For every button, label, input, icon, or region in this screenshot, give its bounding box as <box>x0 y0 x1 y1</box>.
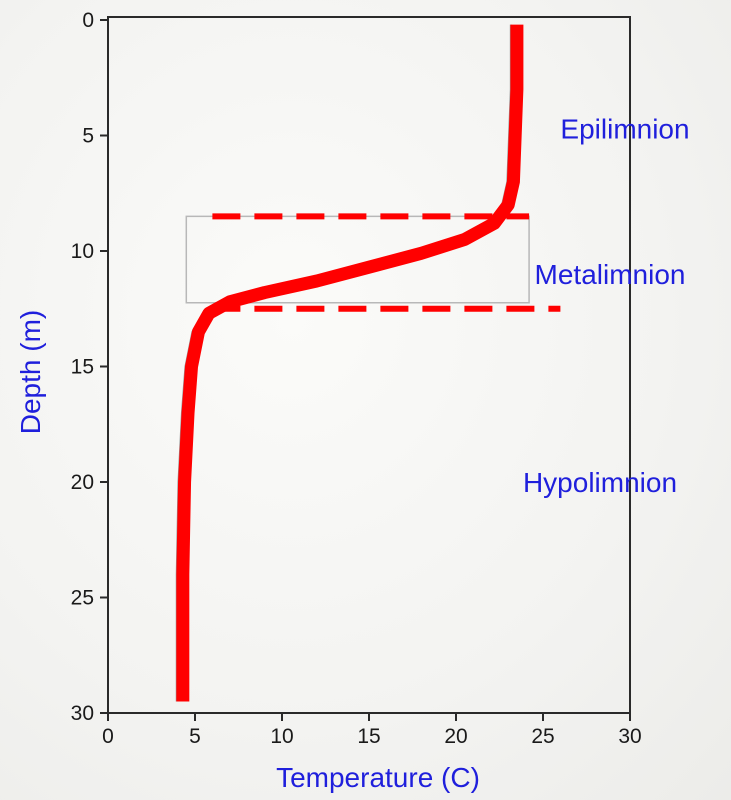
temperature-profile-series-0 <box>176 24 524 702</box>
x-tick-label-20: 20 <box>444 725 467 748</box>
y-tick-label-25: 25 <box>71 587 94 610</box>
guide-layer <box>175 24 530 702</box>
label-layer: Epilimnion Metalimnion Hypolimnion <box>523 114 690 498</box>
x-tick-label-0: 0 <box>102 725 114 748</box>
x-tick-label-25: 25 <box>531 725 554 748</box>
y-tick-label-20: 20 <box>71 471 94 494</box>
y-tick-label-0: 0 <box>82 9 94 32</box>
x-axis-title: Temperature (C) <box>276 762 480 793</box>
zone-label-metalimnion: Metalimnion <box>535 259 686 290</box>
x-tick-label-10: 10 <box>270 725 293 748</box>
x-tick-label-15: 15 <box>357 725 380 748</box>
y-tick-label-10: 10 <box>71 240 94 263</box>
original-profile-line <box>175 24 512 702</box>
x-tick-label-5: 5 <box>189 725 201 748</box>
zone-label-hypolimnion: Hypolimnion <box>523 467 677 498</box>
x-tick-label-30: 30 <box>618 725 641 748</box>
y-tick-label-5: 5 <box>82 125 94 148</box>
axis-layer: 0 5 10 15 20 25 30 0 5 10 15 20 25 30 <box>71 9 642 748</box>
series-layer <box>176 24 524 702</box>
y-axis-title: Depth (m) <box>15 310 46 434</box>
y-tick-label-15: 15 <box>71 356 94 379</box>
reference-line-layer <box>212 213 561 312</box>
y-tick-label-30: 30 <box>71 702 94 725</box>
zone-label-epilimnion: Epilimnion <box>560 114 689 145</box>
